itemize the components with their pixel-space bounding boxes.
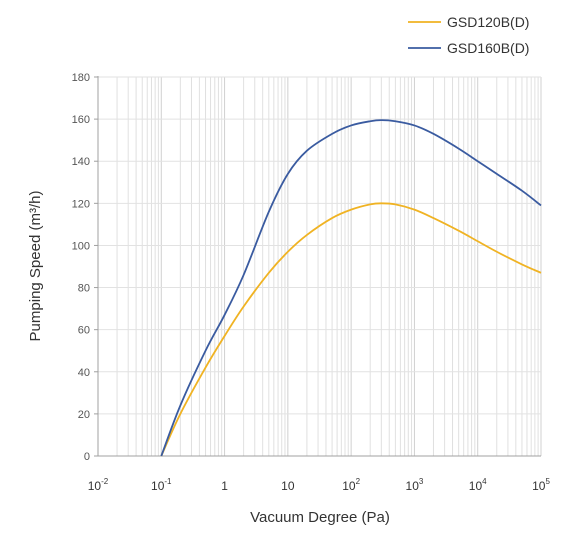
y-tick-label: 0 (84, 451, 90, 463)
y-tick-label: 60 (78, 325, 90, 337)
y-tick-label: 180 (72, 72, 90, 84)
x-axis-title: Vacuum Degree (Pa) (250, 509, 390, 526)
legend-label: GSD160B(D) (447, 40, 529, 56)
y-tick-label: 20 (78, 409, 90, 421)
grid (97, 76, 542, 457)
series-line-1 (160, 202, 542, 457)
x-tick-label: 10-2 (88, 477, 109, 493)
x-tick-label: 104 (469, 477, 487, 493)
x-tick-label: 10 (281, 479, 295, 493)
y-tick-label: 120 (72, 198, 90, 210)
x-tick-label: 103 (406, 477, 424, 493)
y-axis-title: Pumping Speed (m³/h) (27, 191, 44, 342)
series-lines (160, 119, 542, 457)
x-tick-label: 1 (221, 479, 228, 493)
axes (97, 76, 541, 457)
y-tick-label: 40 (78, 367, 90, 379)
x-tick-label: 105 (532, 477, 550, 493)
legend-label: GSD120B(D) (447, 14, 529, 30)
series-line-2 (160, 119, 542, 457)
x-axis-ticks: 10-2 10-1 1 10 102 103 104 105 (88, 477, 551, 493)
y-axis-ticks: 0 20 40 60 80 100 120 140 160 180 (72, 72, 98, 463)
legend: GSD120B(D) GSD160B(D) (408, 14, 529, 56)
y-tick-label: 140 (72, 156, 90, 168)
y-tick-label: 100 (72, 240, 90, 252)
x-tick-label: 10-1 (151, 477, 172, 493)
x-tick-label: 102 (342, 477, 360, 493)
y-tick-label: 160 (72, 114, 90, 126)
y-tick-label: 80 (78, 283, 90, 295)
